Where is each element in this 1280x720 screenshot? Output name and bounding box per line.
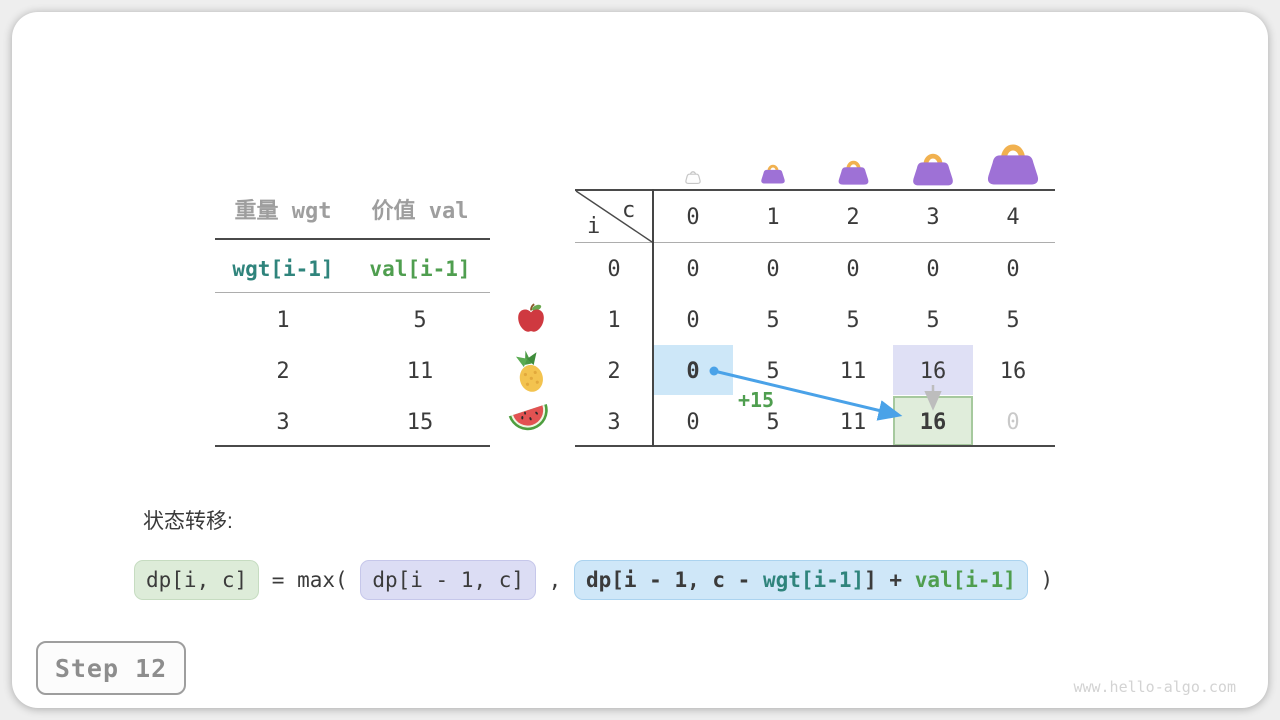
dp-rule-vertical bbox=[652, 189, 654, 447]
transition-formula: dp[i, c] = max( dp[i - 1, c] , dp[i - 1,… bbox=[134, 560, 1053, 600]
bag-medium-icon bbox=[837, 155, 870, 185]
dp-cell-r2c3: 16 bbox=[919, 359, 947, 384]
items-row1-val: 5 bbox=[413, 308, 427, 333]
dp-cell-r3c2: 11 bbox=[839, 410, 867, 435]
dp-rule-bottom bbox=[575, 445, 1055, 447]
formula-arg2-mid: ] + bbox=[864, 568, 915, 592]
dp-cell-r0c3: 0 bbox=[926, 257, 940, 282]
dp-rule-header bbox=[575, 242, 1055, 243]
watermelon-icon bbox=[508, 402, 550, 436]
dp-col-header-0: 0 bbox=[686, 205, 700, 230]
items-row2-wgt: 2 bbox=[276, 359, 290, 384]
formula-close-paren: ) bbox=[1027, 568, 1054, 592]
items-header-value: 价值 val bbox=[371, 199, 469, 224]
formula-arg2-val: val[i-1] bbox=[914, 568, 1016, 592]
transition-add-value-label: +15 bbox=[737, 388, 775, 412]
dp-corner-row-label: i bbox=[587, 214, 601, 239]
dp-cell-r1c0: 0 bbox=[686, 308, 700, 333]
dp-row-header-0: 0 bbox=[607, 257, 621, 282]
formula-lhs: dp[i, c] bbox=[134, 560, 260, 600]
items-row1-wgt: 1 bbox=[276, 308, 290, 333]
dp-cell-r2c2: 11 bbox=[839, 359, 867, 384]
bag-empty-icon bbox=[684, 167, 702, 185]
dp-corner-col-label: c bbox=[622, 198, 636, 223]
dp-rule-top bbox=[575, 189, 1055, 191]
dp-cell-r0c0: 0 bbox=[686, 257, 700, 282]
pineapple-icon bbox=[511, 349, 549, 394]
items-header-weight: 重量 wgt bbox=[234, 199, 332, 224]
items-row2-val: 11 bbox=[406, 359, 434, 384]
transition-section-label: 状态转移: bbox=[143, 510, 233, 533]
formula-eq-max: = max( bbox=[259, 568, 361, 592]
dp-cell-r3c4: 0 bbox=[1006, 410, 1020, 435]
dp-cell-r0c1: 0 bbox=[766, 257, 780, 282]
dp-col-header-3: 3 bbox=[926, 205, 940, 230]
dp-cell-r0c2: 0 bbox=[846, 257, 860, 282]
formula-arg2-wgt: wgt[i-1] bbox=[762, 568, 865, 592]
apple-icon bbox=[515, 302, 547, 334]
items-var-wgt: wgt[i-1] bbox=[232, 257, 334, 281]
dp-row-header-3: 3 bbox=[607, 410, 621, 435]
items-row3-wgt: 3 bbox=[276, 410, 290, 435]
items-rule-mid bbox=[215, 292, 490, 293]
items-row3-val: 15 bbox=[406, 410, 434, 435]
dp-cell-r3c0: 0 bbox=[686, 410, 700, 435]
items-var-val: val[i-1] bbox=[369, 257, 471, 281]
dp-cell-r1c2: 5 bbox=[846, 308, 860, 333]
dp-col-header-2: 2 bbox=[846, 205, 860, 230]
dp-col-header-4: 4 bbox=[1006, 205, 1020, 230]
dp-cell-r2c0: 0 bbox=[686, 359, 700, 384]
dp-cell-r1c4: 5 bbox=[1006, 308, 1020, 333]
bag-large-icon bbox=[911, 146, 955, 186]
items-rule-top bbox=[215, 238, 490, 240]
formula-arg2-prefix: dp[i - 1, c - bbox=[585, 568, 763, 592]
formula-arg1: dp[i - 1, c] bbox=[360, 560, 537, 600]
bag-xlarge-icon bbox=[985, 135, 1041, 185]
dp-cell-r3c3: 16 bbox=[919, 410, 947, 435]
dp-cell-r1c1: 5 bbox=[766, 308, 780, 333]
dp-cell-r1c3: 5 bbox=[926, 308, 940, 333]
formula-arg2: dp[i - 1, c - wgt[i-1]] + val[i-1] bbox=[573, 560, 1028, 600]
dp-cell-r0c4: 0 bbox=[1006, 257, 1020, 282]
dp-cell-r2c4: 16 bbox=[999, 359, 1027, 384]
bag-small-icon bbox=[760, 160, 786, 184]
watermark: www.hello-algo.com bbox=[1073, 678, 1236, 696]
formula-comma: , bbox=[536, 568, 574, 592]
step-badge: Step 12 bbox=[36, 641, 186, 695]
dp-row-header-1: 1 bbox=[607, 308, 621, 333]
items-rule-bottom bbox=[215, 445, 490, 447]
dp-col-header-1: 1 bbox=[766, 205, 780, 230]
dp-row-header-2: 2 bbox=[607, 359, 621, 384]
